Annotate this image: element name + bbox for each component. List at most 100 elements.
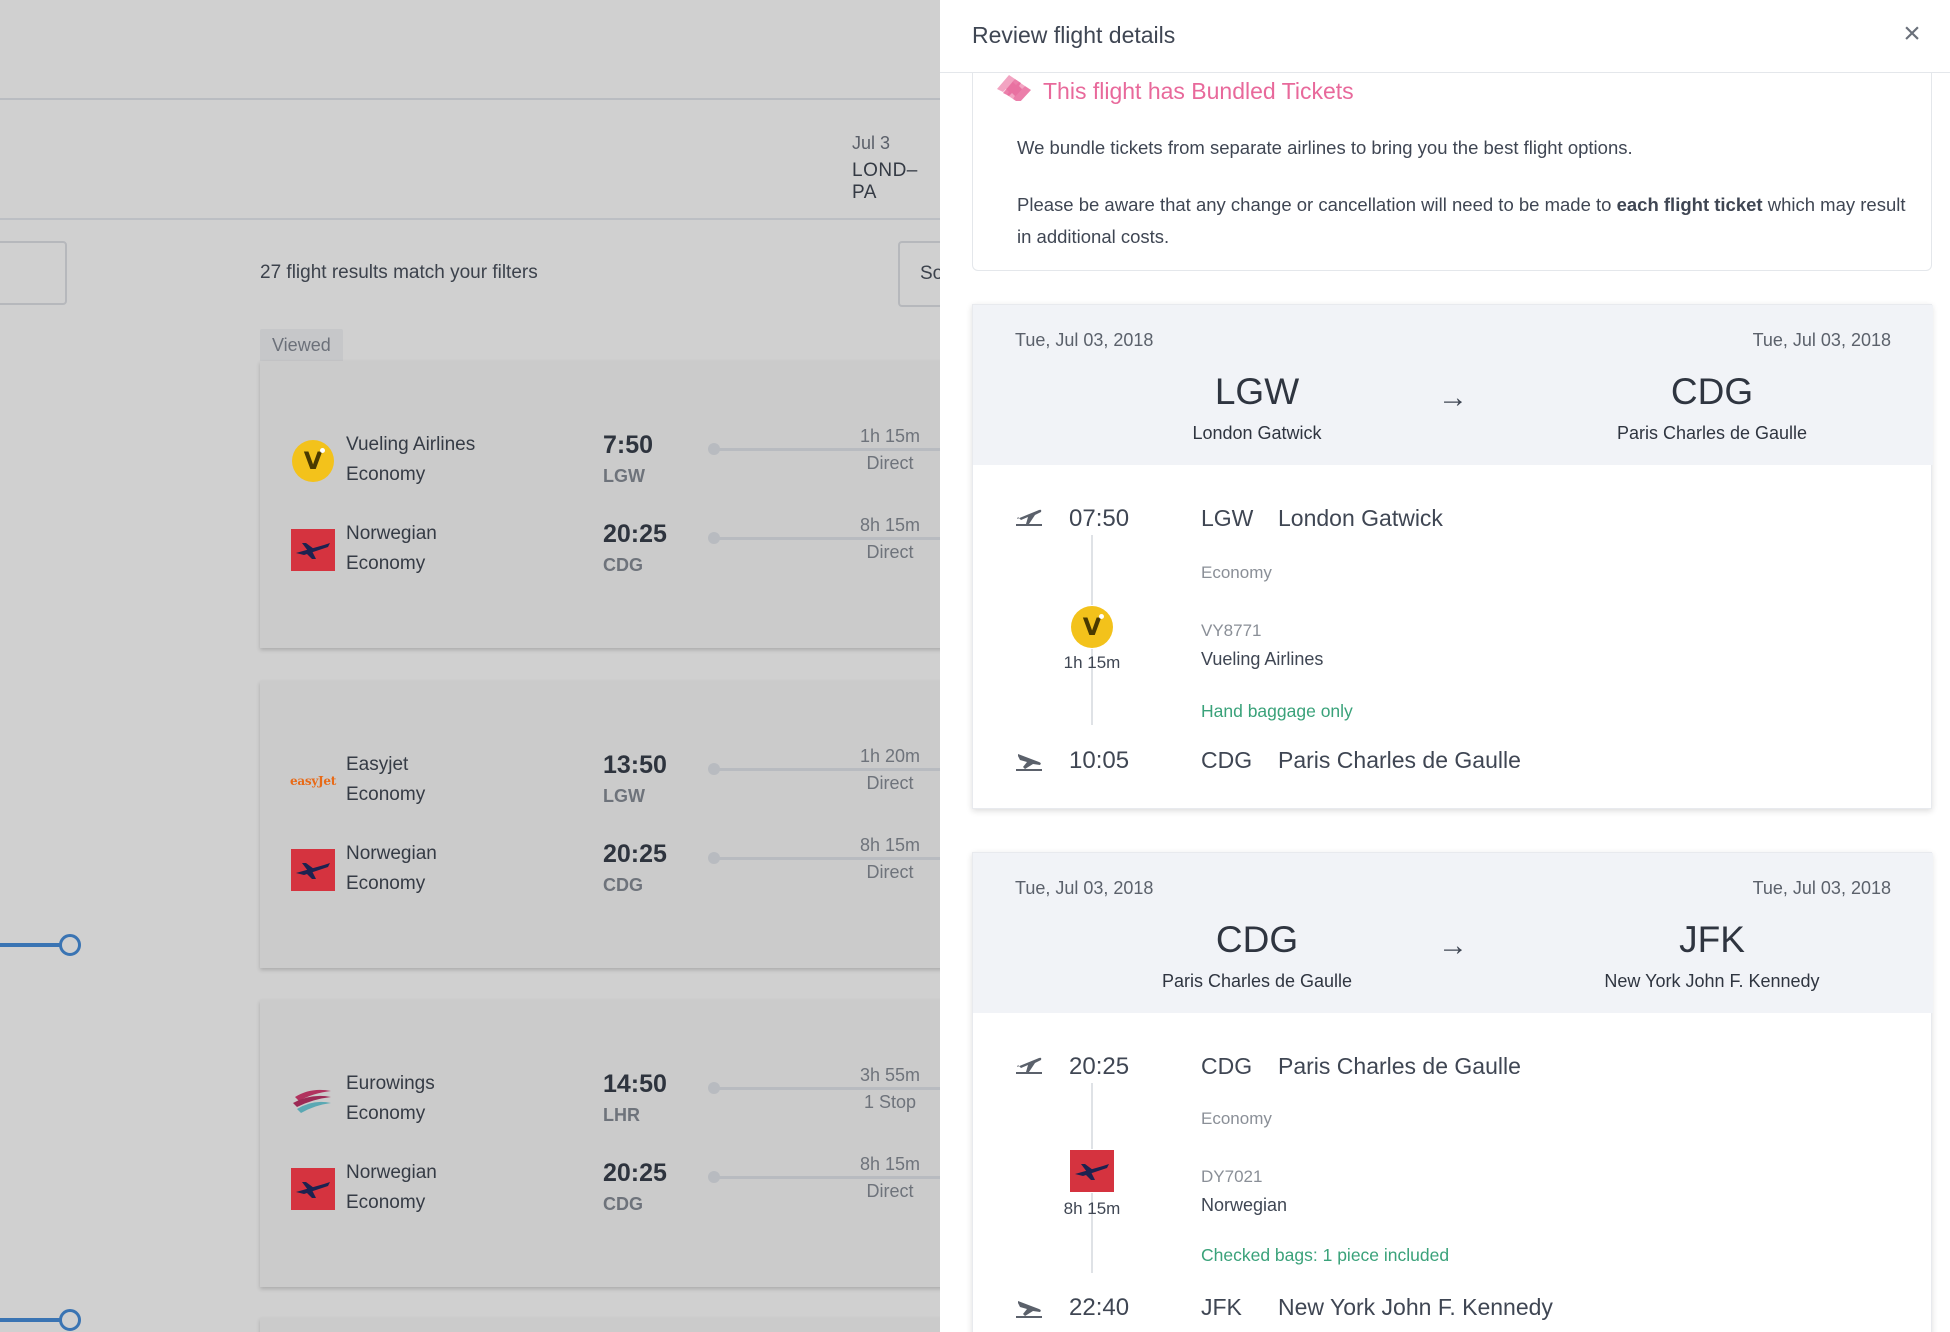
flight-duration: 1h 15m (859, 426, 921, 446)
origin-code: CDG (1215, 919, 1299, 960)
destination-code: CDG (1670, 371, 1754, 412)
landing-icon (1016, 1301, 1042, 1318)
bundle-title: This flight has Bundled Tickets (1043, 78, 1354, 104)
flight-segment: Tue, Jul 03, 2018 Tue, Jul 03, 2018 LGW … (972, 304, 1933, 809)
depart-time: 14:50 (603, 1070, 667, 1098)
airline-name: Vueling Airlines (346, 434, 476, 455)
sort-select[interactable]: So (898, 241, 940, 307)
segment-duration: 8h 15m (1063, 1199, 1121, 1218)
arrival-airport-code: CDG (1201, 747, 1253, 773)
arrow-right-icon: → (1438, 381, 1468, 414)
depart-airport: LGW (603, 466, 645, 486)
cabin-class: Economy (346, 553, 426, 574)
bundle-warning-emphasis: each flight ticket (1616, 194, 1763, 215)
origin-name: Paris Charles de Gaulle (1161, 971, 1353, 991)
norwegian-logo-icon (291, 848, 335, 892)
arrive-time: 20:25 (603, 840, 667, 868)
filter-button[interactable] (0, 241, 67, 305)
viewed-tag: Viewed (260, 329, 343, 361)
departure-date: Tue, Jul 03, 2018 (1015, 330, 1154, 350)
arrival-airport-name: New York John F. Kennedy (1278, 1294, 1553, 1320)
result-leg: Norwegian Economy 20:25 CDG 8h 15m Direc… (260, 515, 940, 590)
timeline-track (710, 768, 940, 771)
price-slider-track[interactable] (0, 943, 60, 947)
segment-header: Tue, Jul 03, 2018 Tue, Jul 03, 2018 LGW … (973, 305, 1933, 465)
arrival-time: 10:05 (1069, 747, 1130, 774)
flight-duration: 8h 15m (859, 1154, 921, 1174)
close-icon[interactable]: × (1903, 17, 1921, 50)
airline-name: Eurowings (346, 1073, 435, 1094)
flight-stops: Direct (866, 1181, 914, 1201)
baggage-info: Hand baggage only (1201, 701, 1353, 721)
result-leg: Norwegian Economy 20:25 CDG 8h 15m Direc… (260, 1154, 940, 1229)
departure-date: Tue, Jul 03, 2018 (1015, 878, 1154, 898)
flight-stops: Direct (866, 773, 914, 793)
duration-slider-handle[interactable] (59, 1309, 81, 1331)
airline-name: Easyjet (346, 754, 409, 775)
arrival-airport-code: JFK (1201, 1294, 1242, 1320)
result-card[interactable]: V Vueling Airlines Economy 7:50 LGW 1h 1… (260, 361, 940, 648)
airline-name: Norwegian (346, 523, 437, 544)
destination-name: Paris Charles de Gaulle (1616, 423, 1808, 443)
arrow-right-icon: → (1438, 929, 1468, 962)
flight-duration: 1h 20m (859, 746, 921, 766)
airline-name: Norwegian (346, 1162, 437, 1183)
vueling-logo-icon: V (291, 439, 335, 483)
easyjet-logo-icon: easyJet (290, 774, 336, 788)
takeoff-icon (1016, 509, 1042, 526)
takeoff-icon (1016, 1057, 1042, 1074)
arrive-airport: CDG (603, 875, 643, 895)
depart-airport: LHR (603, 1105, 640, 1125)
flight-number: VY8771 (1201, 621, 1262, 640)
drawer-title: Review flight details (972, 22, 1176, 48)
airline-name: Norwegian (346, 843, 437, 864)
norwegian-logo-icon (291, 1167, 335, 1211)
departure-airport-code: CDG (1201, 1053, 1253, 1079)
flight-stops: Direct (866, 862, 914, 882)
price-slider-handle[interactable] (59, 934, 81, 956)
bundle-warning-text: Please be aware that any change or cance… (1017, 194, 1617, 215)
header-divider (0, 98, 940, 100)
departure-airport-code: LGW (1201, 505, 1254, 531)
duration-slider-track[interactable] (0, 1318, 60, 1322)
results-count: 27 flight results match your filters (260, 262, 538, 283)
arrival-time: 22:40 (1069, 1294, 1130, 1321)
flight-stops: 1 Stop (863, 1092, 917, 1112)
departure-airport-name: London Gatwick (1278, 505, 1443, 531)
departure-airport-name: Paris Charles de Gaulle (1278, 1053, 1521, 1079)
result-card[interactable] (260, 1318, 940, 1332)
origin-name: London Gatwick (1192, 423, 1322, 443)
norwegian-logo-icon (291, 528, 335, 572)
drawer-header: Review flight details × (940, 0, 1950, 73)
flight-duration: 8h 15m (859, 835, 921, 855)
vueling-logo-icon: V (1070, 605, 1114, 649)
flight-details-drawer: Review flight details × This flight has … (940, 0, 1950, 1332)
depart-time: 7:50 (603, 431, 654, 459)
flight-number: DY7021 (1201, 1167, 1263, 1186)
norwegian-logo-icon (1070, 1149, 1114, 1193)
bundle-description: We bundle tickets from separate airlines… (1017, 137, 1633, 158)
timeline-track (710, 1176, 940, 1179)
results-page-background: Jul 3 LOND–PA 27 flight results match yo… (0, 0, 940, 1332)
summary-divider (0, 218, 940, 220)
timeline-track (710, 1087, 940, 1090)
destination-code: JFK (1679, 919, 1745, 960)
flight-duration: 8h 15m (859, 515, 921, 535)
flight-segment: Tue, Jul 03, 2018 Tue, Jul 03, 2018 CDG … (972, 852, 1933, 1332)
departure-time: 07:50 (1069, 505, 1130, 532)
result-card[interactable]: easyJet Easyjet Economy 13:50 LGW 1h 20m… (260, 681, 940, 968)
cabin-class: Economy (346, 1103, 426, 1124)
flight-duration: 3h 55m (859, 1065, 921, 1085)
bundle-warning-text-end: which may result in additional costs. (1017, 194, 1906, 247)
flight-stops: Direct (866, 453, 914, 473)
destination-name: New York John F. Kennedy (1604, 971, 1820, 991)
arrival-date: Tue, Jul 03, 2018 (1752, 878, 1891, 898)
cabin-class: Economy (1201, 1109, 1272, 1128)
result-card[interactable]: Eurowings Economy 14:50 LHR 3h 55m 1 Sto… (260, 1000, 940, 1287)
arrive-time: 20:25 (603, 520, 667, 548)
cabin-class: Economy (346, 1192, 426, 1213)
ticket-icon (997, 75, 1031, 101)
trip-date: Jul 3 (852, 133, 891, 153)
arrive-airport: CDG (603, 555, 643, 575)
trip-route[interactable]: LOND–PA (852, 160, 918, 203)
